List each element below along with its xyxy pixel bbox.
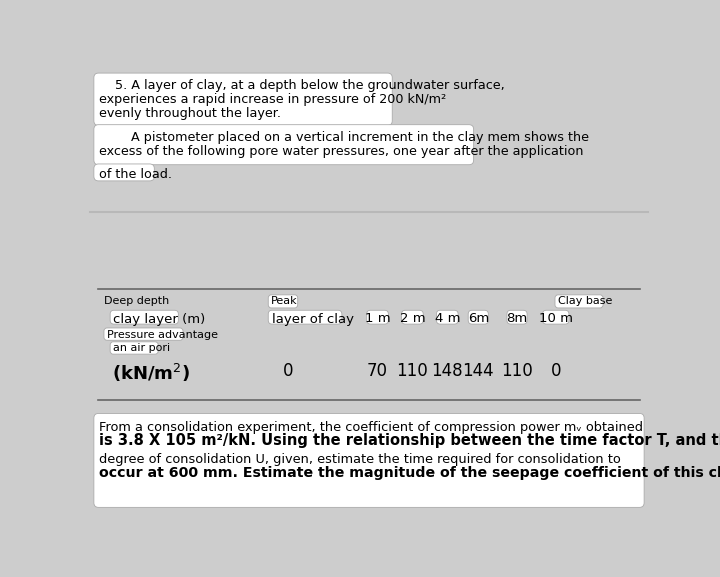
- FancyBboxPatch shape: [104, 328, 183, 340]
- FancyBboxPatch shape: [436, 310, 458, 324]
- Text: evenly throughout the layer.: evenly throughout the layer.: [99, 107, 281, 120]
- FancyBboxPatch shape: [507, 310, 527, 324]
- Text: Deep depth: Deep depth: [104, 297, 169, 306]
- Text: Pressure advantage: Pressure advantage: [107, 329, 218, 339]
- Text: is 3.8 X 105 m²/kN. Using the relationship between the time factor T, and the: is 3.8 X 105 m²/kN. Using the relationsh…: [99, 433, 720, 448]
- Text: Peak: Peak: [271, 297, 298, 306]
- Text: degree of consolidation U, given, estimate the time required for consolidation t: degree of consolidation U, given, estima…: [99, 454, 621, 466]
- Text: 1 m: 1 m: [365, 312, 390, 325]
- Text: 6m: 6m: [468, 312, 489, 325]
- Text: (kN/m$^2$): (kN/m$^2$): [112, 362, 190, 384]
- Text: clay layer (m): clay layer (m): [113, 313, 205, 325]
- Text: 0: 0: [551, 362, 561, 380]
- Text: From a consolidation experiment, the coefficient of compression power mᵥ obtaine: From a consolidation experiment, the coe…: [99, 421, 643, 434]
- Text: 4 m: 4 m: [435, 312, 460, 325]
- Text: A pistometer placed on a vertical increment in the clay mem shows the: A pistometer placed on a vertical increm…: [99, 131, 588, 144]
- Text: 0: 0: [282, 362, 293, 380]
- Text: of the load.: of the load.: [99, 168, 171, 181]
- Text: 2 m: 2 m: [400, 312, 426, 325]
- FancyBboxPatch shape: [402, 310, 423, 324]
- Text: 110: 110: [501, 362, 533, 380]
- Text: experiences a rapid increase in pressure of 200 kN/m²: experiences a rapid increase in pressure…: [99, 93, 446, 106]
- FancyBboxPatch shape: [94, 125, 474, 164]
- Text: 148: 148: [431, 362, 463, 380]
- Text: Clay base: Clay base: [558, 297, 613, 306]
- FancyBboxPatch shape: [94, 73, 392, 125]
- Text: 70: 70: [367, 362, 388, 380]
- Text: 8m: 8m: [506, 312, 528, 325]
- Text: layer of clay: layer of clay: [272, 313, 354, 325]
- FancyBboxPatch shape: [269, 295, 297, 308]
- Text: 144: 144: [462, 362, 494, 380]
- Text: 110: 110: [397, 362, 428, 380]
- Text: 5. A layer of clay, at a depth below the groundwater surface,: 5. A layer of clay, at a depth below the…: [99, 79, 504, 92]
- FancyBboxPatch shape: [94, 164, 154, 181]
- FancyBboxPatch shape: [366, 310, 388, 324]
- FancyBboxPatch shape: [110, 342, 158, 354]
- Text: occur at 600 mm. Estimate the magnitude of the seepage coefficient of this clay.: occur at 600 mm. Estimate the magnitude …: [99, 466, 720, 480]
- FancyBboxPatch shape: [543, 310, 569, 324]
- FancyBboxPatch shape: [94, 414, 644, 507]
- FancyBboxPatch shape: [110, 310, 179, 324]
- FancyBboxPatch shape: [269, 310, 342, 324]
- Text: an air pori: an air pori: [113, 343, 171, 353]
- Text: 10 m: 10 m: [539, 312, 573, 325]
- Text: excess of the following pore water pressures, one year after the application: excess of the following pore water press…: [99, 145, 583, 158]
- FancyBboxPatch shape: [468, 310, 488, 324]
- FancyBboxPatch shape: [555, 295, 603, 308]
